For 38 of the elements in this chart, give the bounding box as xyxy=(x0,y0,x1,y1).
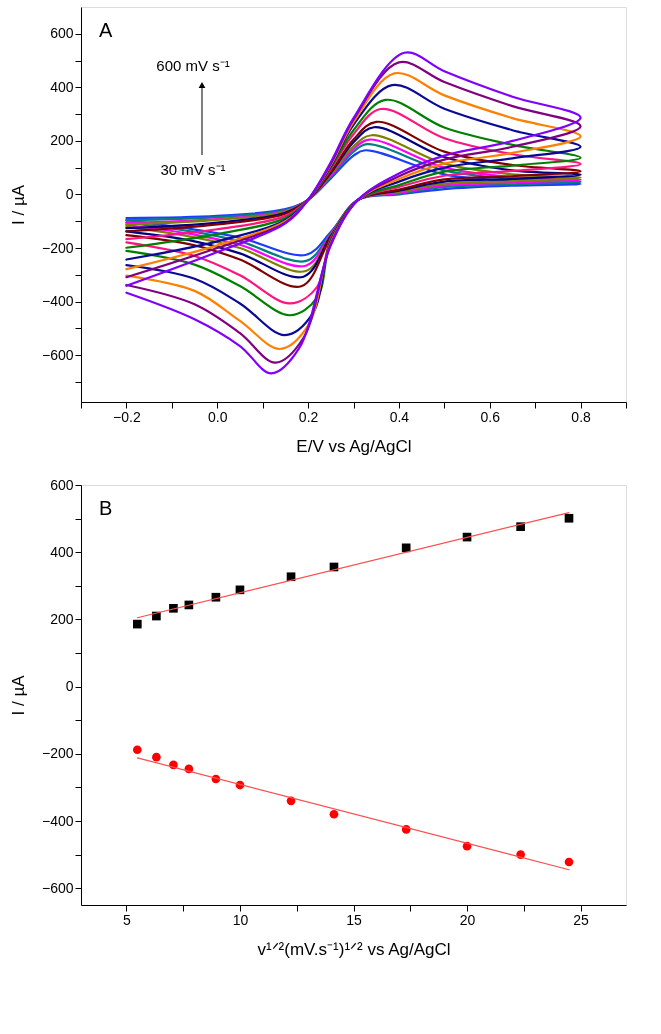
x-tick-label: 0.2 xyxy=(298,408,319,425)
x-tick-label: 20 xyxy=(459,911,476,928)
annotation: B xyxy=(99,497,113,519)
x-axis-title: E/V vs Ag/AgCl xyxy=(296,436,412,456)
annotation: 30 mV s⁻¹ xyxy=(160,161,226,178)
point xyxy=(152,752,161,762)
point xyxy=(564,513,574,523)
y-tick-label: 0 xyxy=(65,678,74,695)
x-tick-label: 0.4 xyxy=(389,408,410,425)
y-axis-title: I / µA xyxy=(8,184,28,226)
x-tick-label: 10 xyxy=(232,911,249,928)
y-tick-label: −200 xyxy=(41,745,74,762)
y-tick-label: −200 xyxy=(41,239,74,256)
x-tick-label: 5 xyxy=(123,911,132,928)
x-tick-label: 15 xyxy=(346,911,362,928)
x-axis-title: v¹ᐟ²(mV.s⁻¹)¹ᐟ² vs Ag/AgCl xyxy=(257,939,451,959)
y-tick-label: 0 xyxy=(65,185,74,202)
annotation: 600 mV s⁻¹ xyxy=(156,57,230,74)
point xyxy=(132,745,142,755)
x-tick-label: 0.6 xyxy=(480,408,501,425)
y-tick-label: −600 xyxy=(41,346,74,363)
y-tick-label: 400 xyxy=(50,543,74,560)
x-tick-label: −0.2 xyxy=(113,408,141,425)
point xyxy=(329,809,339,819)
x-tick-label: 25 xyxy=(573,911,590,928)
x-tick-label: 0.0 xyxy=(208,408,228,425)
y-tick-label: 600 xyxy=(50,476,74,493)
x-tick-label: 0.8 xyxy=(571,408,592,425)
y-tick-label: −400 xyxy=(41,812,74,829)
y-tick-label: −600 xyxy=(41,879,74,896)
y-tick-label: 200 xyxy=(50,132,74,149)
y-tick-label: 400 xyxy=(50,78,74,95)
y-tick-label: −400 xyxy=(41,293,74,310)
y-axis-title: I / µA xyxy=(8,674,28,716)
y-tick-label: 600 xyxy=(50,25,74,42)
y-tick-label: 200 xyxy=(50,610,74,627)
annotation: A xyxy=(99,19,113,41)
point xyxy=(132,619,142,629)
